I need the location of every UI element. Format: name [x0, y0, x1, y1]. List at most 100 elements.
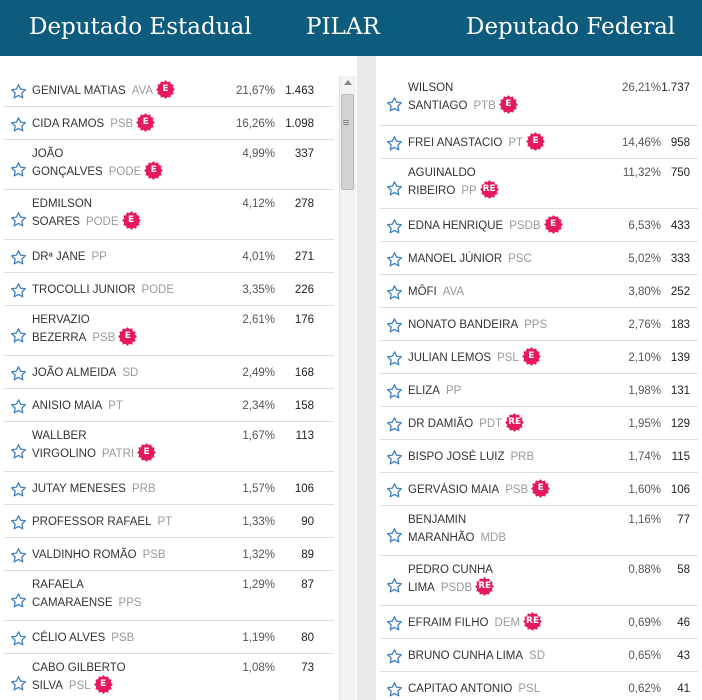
- candidate-name-block[interactable]: ELIZA PP: [408, 382, 461, 400]
- candidate-row[interactable]: MÔFI AVA 3,80% 252: [380, 275, 698, 308]
- favorite-star-icon[interactable]: [386, 681, 403, 698]
- candidate-name-block[interactable]: VALDINHO ROMÃO PSB: [32, 546, 166, 564]
- candidate-name-block[interactable]: MANOEL JÚNIOR PSC: [408, 250, 532, 268]
- favorite-star-icon[interactable]: [10, 327, 27, 344]
- candidate-row[interactable]: CIDA RAMOS PSB E 16,26% 1.098: [4, 107, 334, 140]
- candidate-name-block[interactable]: FREI ANASTACIO PT E: [408, 132, 545, 152]
- candidate-name[interactable]: DRª JANE: [32, 251, 86, 263]
- candidate-name-block[interactable]: HERVAZIO BEZERRA PSB E: [32, 311, 138, 347]
- candidate-name-block[interactable]: RAFAELA CAMARAENSE PPS: [32, 576, 142, 612]
- favorite-star-icon[interactable]: [386, 180, 403, 197]
- candidate-name[interactable]: GERVÁSIO MAIA: [408, 484, 500, 496]
- favorite-star-icon[interactable]: [10, 398, 27, 415]
- candidate-name-block[interactable]: CABO GILBERTO SILVA PSL E: [32, 659, 126, 695]
- candidate-name-block[interactable]: EDNA HENRIQUE PSDB E: [408, 215, 563, 235]
- candidate-name-block[interactable]: WALLBER VIRGOLINO PATRI E: [32, 427, 156, 463]
- candidate-row[interactable]: CABO GILBERTO SILVA PSL E 1,08% 73: [4, 654, 334, 700]
- scroll-up-arrow-icon[interactable]: [344, 80, 352, 85]
- favorite-star-icon[interactable]: [10, 211, 27, 228]
- favorite-star-icon[interactable]: [386, 96, 403, 113]
- candidate-name-block[interactable]: CÉLIO ALVES PSB: [32, 629, 134, 647]
- estadual-scrollbar[interactable]: [339, 76, 356, 700]
- favorite-star-icon[interactable]: [386, 648, 403, 665]
- favorite-star-icon[interactable]: [386, 317, 403, 334]
- candidate-name-block[interactable]: BENJAMIN MARANHÃO MDB: [408, 511, 506, 547]
- candidate-name[interactable]: DR DAMIÃO: [408, 418, 474, 430]
- favorite-star-icon[interactable]: [10, 249, 27, 266]
- candidate-row[interactable]: BENJAMIN MARANHÃO MDB 1,16% 77: [380, 506, 698, 556]
- candidate-row[interactable]: DR DAMIÃO PDT RE 1,95% 129: [380, 407, 698, 440]
- candidate-name[interactable]: WILSON SANTIAGO: [408, 82, 468, 112]
- candidate-name-block[interactable]: AGUINALDO RIBEIRO PP RE: [408, 164, 499, 200]
- favorite-star-icon[interactable]: [386, 416, 403, 433]
- candidate-row[interactable]: GERVÁSIO MAIA PSB E 1,60% 106: [380, 473, 698, 506]
- candidate-name[interactable]: EDNA HENRIQUE: [408, 220, 504, 232]
- candidate-name[interactable]: JOÃO GONÇALVES: [32, 148, 103, 178]
- candidate-name-block[interactable]: MÔFI AVA: [408, 283, 464, 301]
- candidate-name[interactable]: EDMILSON SOARES: [32, 198, 93, 228]
- candidate-name-block[interactable]: BRUNO CUNHA LIMA SD: [408, 647, 545, 665]
- candidate-name[interactable]: MANOEL JÚNIOR: [408, 253, 503, 265]
- candidate-row[interactable]: HERVAZIO BEZERRA PSB E 2,61% 176: [4, 306, 334, 356]
- candidate-name-block[interactable]: GENIVAL MATIAS AVA E: [32, 80, 175, 100]
- candidate-row[interactable]: PEDRO CUNHA LIMA PSDB RE 0,88% 58: [380, 556, 698, 606]
- tab-deputado-federal[interactable]: Deputado Federal: [466, 14, 676, 40]
- candidate-name[interactable]: FREI ANASTACIO: [408, 137, 503, 149]
- candidate-name[interactable]: CIDA RAMOS: [32, 118, 105, 130]
- candidate-name[interactable]: EFRAIM FILHO: [408, 617, 489, 629]
- favorite-star-icon[interactable]: [386, 449, 403, 466]
- favorite-star-icon[interactable]: [386, 615, 403, 632]
- favorite-star-icon[interactable]: [386, 218, 403, 235]
- candidate-name[interactable]: HERVAZIO BEZERRA: [32, 314, 90, 344]
- candidate-name-block[interactable]: PROFESSOR RAFAEL PT: [32, 513, 172, 531]
- candidate-name[interactable]: GENIVAL MATIAS: [32, 85, 126, 97]
- favorite-star-icon[interactable]: [386, 350, 403, 367]
- favorite-star-icon[interactable]: [10, 675, 27, 692]
- candidate-name-block[interactable]: JOÃO ALMEIDA SD: [32, 364, 138, 382]
- candidate-row[interactable]: BRUNO CUNHA LIMA SD 0,65% 43: [380, 639, 698, 672]
- favorite-star-icon[interactable]: [10, 443, 27, 460]
- candidate-row[interactable]: ELIZA PP 1,98% 131: [380, 374, 698, 407]
- candidate-name[interactable]: NONATO BANDEIRA: [408, 319, 519, 331]
- candidate-name-block[interactable]: CIDA RAMOS PSB E: [32, 113, 156, 133]
- candidate-name[interactable]: CABO GILBERTO SILVA: [32, 662, 126, 692]
- candidate-name[interactable]: WALLBER VIRGOLINO: [32, 430, 96, 460]
- candidate-name-block[interactable]: ANISIO MAIA PT: [32, 397, 123, 415]
- candidate-name[interactable]: PEDRO CUNHA LIMA: [408, 564, 493, 594]
- candidate-name[interactable]: VALDINHO ROMÃO: [32, 549, 137, 561]
- candidate-name[interactable]: BISPO JOSÉ LUIZ: [408, 451, 505, 463]
- favorite-star-icon[interactable]: [386, 577, 403, 594]
- favorite-star-icon[interactable]: [386, 135, 403, 152]
- favorite-star-icon[interactable]: [10, 282, 27, 299]
- candidate-name[interactable]: RAFAELA CAMARAENSE: [32, 579, 113, 609]
- candidate-name[interactable]: ANISIO MAIA: [32, 400, 103, 412]
- candidate-row[interactable]: JOÃO GONÇALVES PODE E 4,99% 337: [4, 140, 334, 190]
- candidate-row[interactable]: EDMILSON SOARES PODE E 4,12% 278: [4, 190, 334, 240]
- candidate-row[interactable]: RAFAELA CAMARAENSE PPS 1,29% 87: [4, 571, 334, 621]
- candidate-row[interactable]: NONATO BANDEIRA PPS 2,76% 183: [380, 308, 698, 341]
- candidate-name-block[interactable]: JUTAY MENESES PRB: [32, 480, 156, 498]
- candidate-name-block[interactable]: TROCOLLI JUNIOR PODE: [32, 281, 174, 299]
- candidate-row[interactable]: JOÃO ALMEIDA SD 2,49% 168: [4, 356, 334, 389]
- candidate-row[interactable]: EDNA HENRIQUE PSDB E 6,53% 433: [380, 209, 698, 242]
- candidate-name[interactable]: BENJAMIN MARANHÃO: [408, 514, 475, 544]
- candidate-row[interactable]: JULIAN LEMOS PSL E 2,10% 139: [380, 341, 698, 374]
- favorite-star-icon[interactable]: [10, 592, 27, 609]
- candidate-name[interactable]: TROCOLLI JUNIOR: [32, 284, 136, 296]
- candidate-name-block[interactable]: BISPO JOSÉ LUIZ PRB: [408, 448, 534, 466]
- candidate-row[interactable]: PROFESSOR RAFAEL PT 1,33% 90: [4, 505, 334, 538]
- favorite-star-icon[interactable]: [386, 284, 403, 301]
- favorite-star-icon[interactable]: [386, 482, 403, 499]
- candidate-row[interactable]: MANOEL JÚNIOR PSC 5,02% 333: [380, 242, 698, 275]
- candidate-name-block[interactable]: JULIAN LEMOS PSL E: [408, 347, 541, 367]
- favorite-star-icon[interactable]: [10, 365, 27, 382]
- tab-deputado-estadual[interactable]: Deputado Estadual: [29, 14, 252, 40]
- candidate-name[interactable]: MÔFI: [408, 286, 437, 298]
- favorite-star-icon[interactable]: [10, 83, 27, 100]
- candidate-row[interactable]: JUTAY MENESES PRB 1,57% 106: [4, 472, 334, 505]
- candidate-row[interactable]: WILSON SANTIAGO PTB E 26,21% 1.737: [380, 74, 698, 126]
- candidate-name-block[interactable]: PEDRO CUNHA LIMA PSDB RE: [408, 561, 495, 597]
- candidate-name-block[interactable]: GERVÁSIO MAIA PSB E: [408, 479, 551, 499]
- favorite-star-icon[interactable]: [10, 481, 27, 498]
- candidate-row[interactable]: BISPO JOSÉ LUIZ PRB 1,74% 115: [380, 440, 698, 473]
